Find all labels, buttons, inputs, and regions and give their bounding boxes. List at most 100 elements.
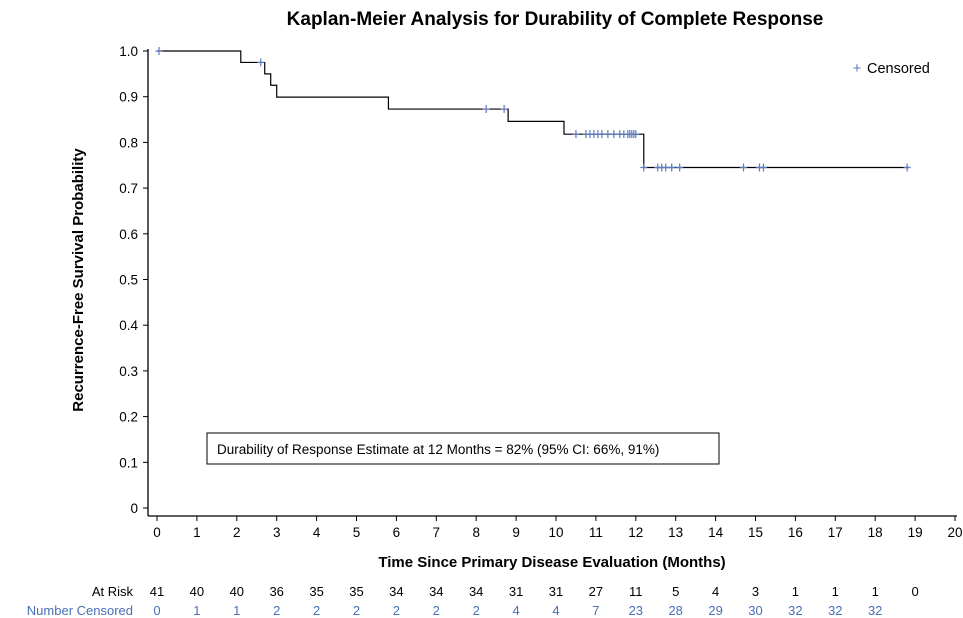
x-tick-label: 12: [628, 525, 643, 540]
x-tick-label: 2: [233, 525, 241, 540]
y-tick-label: 0.3: [119, 364, 138, 379]
x-tick-label: 5: [353, 525, 361, 540]
censored-row-label: Number Censored: [27, 603, 133, 618]
censor-mark: [903, 163, 911, 172]
x-tick-label: 15: [748, 525, 763, 540]
y-tick-label: 0.5: [119, 273, 138, 288]
axes: [147, 49, 957, 517]
y-axis-label: Recurrence-Free Survival Probability: [70, 148, 87, 412]
x-tick-label: 10: [548, 525, 563, 540]
at-risk-value: 1: [832, 584, 839, 599]
x-tick-label: 18: [868, 525, 883, 540]
legend-censor-symbol: +: [853, 60, 862, 77]
y-tick-label: 0.4: [119, 318, 138, 333]
at-risk-value: 35: [349, 584, 363, 599]
at-risk-value: 40: [230, 584, 244, 599]
at-risk-value: 1: [872, 584, 879, 599]
x-axis-label: Time Since Primary Disease Evaluation (M…: [378, 554, 725, 571]
censor-mark: [668, 163, 676, 172]
x-tick-label: 8: [472, 525, 480, 540]
censored-value: 2: [353, 603, 360, 618]
censor-mark: [598, 130, 606, 139]
at-risk-value: 11: [629, 584, 643, 599]
x-tick-label: 3: [273, 525, 281, 540]
x-tick-label: 6: [393, 525, 401, 540]
censored-value: 28: [668, 603, 682, 618]
legend-label: Censored: [867, 61, 930, 77]
at-risk-value: 34: [389, 584, 403, 599]
at-risk-value: 5: [672, 584, 679, 599]
censor-mark: [610, 130, 618, 139]
censored-value: 2: [313, 603, 320, 618]
at-risk-value: 41: [150, 584, 164, 599]
y-tick-label: 0.2: [119, 410, 138, 425]
censor-mark: [740, 163, 748, 172]
at-risk-value: 31: [549, 584, 563, 599]
censored-value: 2: [473, 603, 480, 618]
censor-mark: [500, 105, 508, 114]
x-axis-ticks: 0 1 2 3 4 5 6 7 8 9 10 11 12 13 14 15 16 17 18 19 20: [153, 516, 963, 540]
at-risk-value: 40: [190, 584, 204, 599]
censored-value: 23: [629, 603, 643, 618]
at-risk-value: 35: [309, 584, 323, 599]
censored-value: 0: [153, 603, 160, 618]
survival-curve: [157, 50, 910, 169]
censored-value: 4: [512, 603, 519, 618]
censored-value: 2: [393, 603, 400, 618]
legend: + Censored: [853, 60, 930, 77]
annotation-box: Durability of Response Estimate at 12 Mo…: [206, 432, 720, 465]
censored-value: 4: [552, 603, 559, 618]
x-tick-label: 9: [512, 525, 520, 540]
x-tick-label: 0: [153, 525, 161, 540]
censored-value: 2: [433, 603, 440, 618]
censor-mark: [632, 130, 640, 139]
at-risk-value: 34: [469, 584, 483, 599]
at-risk-label: At Risk: [92, 584, 134, 599]
x-tick-label: 7: [433, 525, 441, 540]
annotation-text: Durability of Response Estimate at 12 Mo…: [217, 442, 659, 457]
y-tick-label: 0.7: [119, 181, 138, 196]
at-risk-value: 34: [429, 584, 443, 599]
y-tick-label: 0: [130, 501, 138, 516]
censor-mark: [604, 130, 612, 139]
censor-mark: [759, 163, 767, 172]
censored-value: 30: [748, 603, 762, 618]
at-risk-value: 3: [752, 584, 759, 599]
censored-values: 0 1 1 2 2 2 2 2 2 4 4 7 23 28 29 30 32 32 32: [153, 603, 882, 618]
at-risk-value: 1: [792, 584, 799, 599]
censored-value: 7: [592, 603, 599, 618]
annotation-border: [206, 432, 720, 465]
censored-value: 2: [273, 603, 280, 618]
at-risk-values: 41 40 40 36 35 35 34 34 34 31 31 27 11 5 4 3 1 1 1 0: [150, 584, 919, 599]
censored-value: 32: [868, 603, 882, 618]
x-tick-label: 13: [668, 525, 683, 540]
y-tick-label: 1.0: [119, 44, 138, 59]
censored-value: 29: [708, 603, 722, 618]
x-tick-label: 16: [788, 525, 803, 540]
y-tick-label: 0.6: [119, 227, 138, 242]
at-risk-value: 27: [589, 584, 603, 599]
censor-mark: [482, 105, 490, 114]
x-tick-label: 14: [708, 525, 724, 540]
censored-value: 32: [828, 603, 842, 618]
y-tick-label: 0.9: [119, 90, 138, 105]
x-tick-label: 19: [908, 525, 923, 540]
censor-mark: [155, 47, 163, 55]
censored-value: 1: [193, 603, 200, 618]
censor-mark: [676, 163, 684, 172]
y-tick-label: 0.8: [119, 135, 138, 150]
y-axis-ticks: 0 0.1 0.2 0.3 0.4 0.5 0.6 0.7 0.8 0.9 1.0: [119, 44, 148, 516]
censored-value: 1: [233, 603, 240, 618]
chart-title: Kaplan-Meier Analysis for Durability of …: [287, 9, 824, 30]
censor-marks: [155, 47, 911, 172]
y-tick-label: 0.1: [119, 455, 138, 470]
x-tick-label: 11: [589, 525, 603, 540]
censor-mark: [257, 58, 265, 67]
at-risk-value: 0: [911, 584, 918, 599]
censor-mark: [662, 163, 670, 172]
x-tick-label: 20: [947, 525, 962, 540]
x-tick-label: 17: [828, 525, 843, 540]
censored-value: 32: [788, 603, 802, 618]
at-risk-value: 4: [712, 584, 719, 599]
